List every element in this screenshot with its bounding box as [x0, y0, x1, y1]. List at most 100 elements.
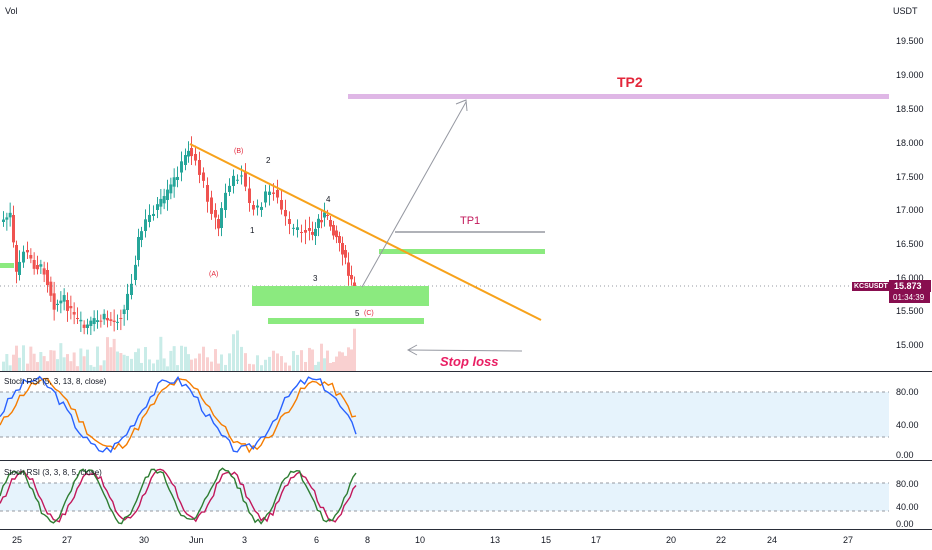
candle-body	[224, 192, 227, 210]
target-arrow[interactable]	[361, 101, 467, 288]
candle-body	[106, 318, 109, 321]
candle-body	[180, 161, 183, 173]
entry-zone-upper[interactable]	[379, 249, 545, 254]
volume-bar	[296, 354, 299, 371]
time-tick: 24	[767, 535, 778, 545]
volume-bar	[72, 352, 76, 371]
stoch-rsi-pane-2[interactable]: Stoch RSI (3, 3, 8, 5, close)	[0, 461, 889, 529]
time-tick: 30	[139, 535, 150, 545]
volume-bar	[176, 365, 179, 371]
wave-3-label: 3	[313, 274, 318, 283]
time-tick: 25	[12, 535, 23, 545]
rsi1-axis: 80.00 40.00 0.00	[889, 372, 932, 460]
candle-body	[42, 268, 46, 275]
trend-line[interactable]	[189, 143, 542, 321]
volume-bar	[252, 364, 255, 371]
volume-bar	[5, 354, 9, 371]
volume-bar	[220, 354, 223, 371]
candle-body	[338, 236, 341, 243]
volume-bar	[240, 346, 243, 371]
symbol-badge[interactable]: KCSUSDT	[852, 282, 890, 291]
volume-bar	[134, 352, 137, 371]
stoch-rsi-chart-2[interactable]	[0, 461, 889, 529]
volume-bar	[49, 350, 53, 371]
volume-bar	[341, 352, 344, 371]
volume-bar	[214, 349, 217, 371]
candle-body	[152, 213, 155, 216]
volume-bar	[288, 365, 291, 371]
candle-body	[109, 319, 113, 321]
tp2-band[interactable]	[348, 94, 889, 99]
price-tick: 19.500	[896, 36, 924, 46]
pane-separator[interactable]	[0, 371, 932, 372]
entry-zone-main[interactable]	[252, 286, 429, 306]
stoch-rsi-label-2[interactable]: Stoch RSI (3, 3, 8, 5, close)	[4, 468, 102, 477]
candle-body	[112, 320, 116, 322]
volume-bar	[66, 354, 69, 371]
stoch-rsi-chart-1[interactable]	[0, 372, 889, 460]
volume-bar	[284, 362, 287, 371]
volume-bar	[102, 360, 106, 371]
volume-bar	[130, 358, 133, 371]
volume-bar	[166, 366, 169, 371]
time-tick: 27	[843, 535, 854, 545]
volume-bar	[109, 347, 113, 371]
rsi-tick: 40.00	[896, 420, 919, 430]
volume-bar	[15, 345, 18, 371]
volume-bar	[202, 346, 205, 371]
wave-a-label: (A)	[209, 271, 219, 278]
rsi-tick: 0.00	[896, 519, 914, 529]
price-chart[interactable]	[0, 0, 889, 371]
volume-bar	[2, 361, 5, 371]
candle-body	[92, 318, 96, 324]
candle-body	[96, 320, 99, 322]
stop-loss-arrow[interactable]	[408, 349, 523, 352]
volume-bar	[332, 362, 335, 371]
candle-body	[76, 318, 79, 319]
volume-bar	[140, 362, 143, 371]
candle-body	[32, 260, 36, 269]
volume-bar	[187, 354, 190, 371]
pane-separator[interactable]	[0, 460, 932, 461]
volume-bar	[32, 353, 36, 371]
price-axis[interactable]: USDT 19.500 19.000 18.500 18.000 17.500 …	[889, 0, 932, 371]
volume-bar	[69, 361, 73, 371]
volume-bar	[317, 361, 320, 371]
stoch-rsi-label-1[interactable]: Stoch RSI (5, 3, 13, 8, close)	[4, 377, 107, 386]
candle-body	[99, 320, 103, 322]
candle-body	[86, 324, 89, 328]
rsi-tick: 40.00	[896, 502, 919, 512]
volume-bar	[36, 362, 39, 371]
candle-body	[72, 312, 76, 315]
candle-body	[268, 191, 271, 195]
candle-body	[308, 228, 311, 231]
candle-body	[116, 321, 119, 323]
volume-bar	[206, 357, 209, 371]
candle-body	[26, 250, 29, 253]
candle-body	[184, 155, 187, 165]
candle-body	[62, 295, 66, 302]
candle-body	[335, 230, 338, 238]
stop-zone[interactable]	[268, 318, 424, 324]
candle-body	[350, 275, 353, 280]
price-tick: 17.500	[896, 172, 924, 182]
wave-2-label: 2	[266, 156, 271, 165]
candle-body	[284, 210, 287, 217]
time-axis[interactable]: 25 27 30 Jun 3 6 8 10 13 15 17 20 22 24 …	[0, 530, 932, 550]
volume-bar	[311, 349, 314, 371]
main-chart-pane[interactable]: Vol TP2 TP1 Stop loss (B) (A) (C) 1 2 3 …	[0, 0, 889, 371]
stoch-rsi-pane-1[interactable]: Stoch RSI (5, 3, 13, 8, close)	[0, 372, 889, 460]
candle-body	[260, 206, 263, 210]
volume-bar	[280, 356, 283, 371]
candle-body	[326, 215, 329, 216]
candle-body	[49, 281, 53, 296]
time-tick: 3	[242, 535, 248, 545]
candle-body	[176, 176, 179, 180]
volume-bar	[272, 350, 275, 371]
candle-body	[252, 205, 255, 210]
last-price-badge: 15.873	[889, 280, 931, 292]
candle-body	[264, 191, 267, 203]
candle-body	[280, 200, 283, 210]
candle-body	[122, 309, 126, 314]
candle-body	[344, 250, 347, 258]
